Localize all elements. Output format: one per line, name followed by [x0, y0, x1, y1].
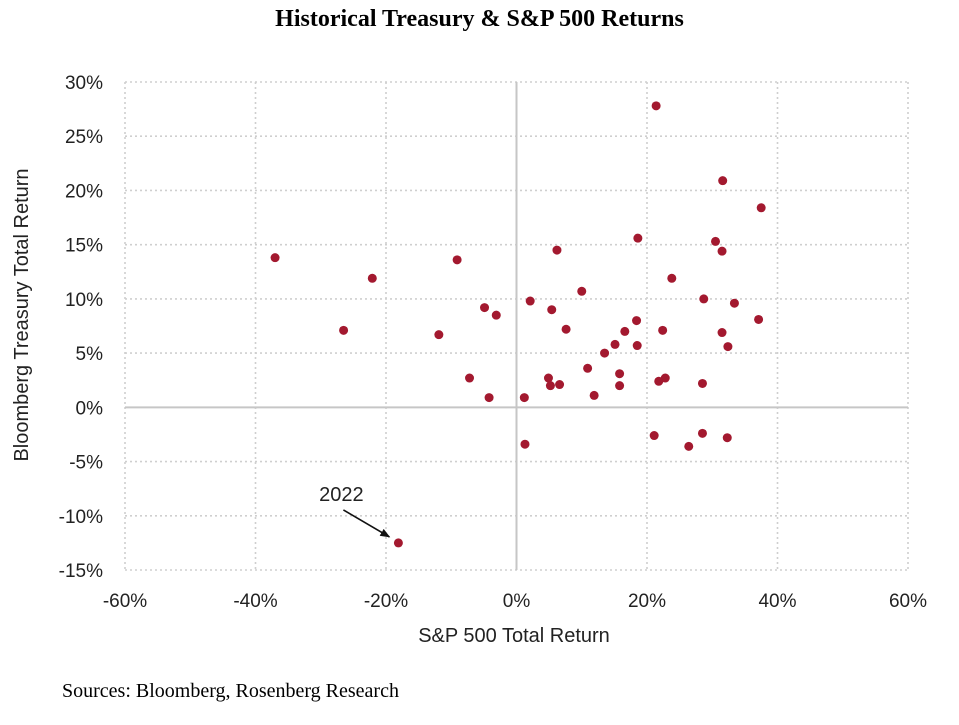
data-point [519, 393, 529, 403]
data-point [684, 441, 694, 451]
x-tick-labels: -60% -40% -20% 0% 20% 40% 60% [103, 591, 927, 612]
data-point [756, 203, 766, 213]
y-tick-label: -10% [59, 507, 103, 528]
data-point [339, 325, 349, 335]
data-points [270, 101, 766, 548]
data-point [658, 325, 668, 335]
data-point [722, 433, 732, 443]
y-tick-label: -5% [69, 453, 103, 474]
data-point [729, 298, 739, 308]
data-point [632, 341, 642, 351]
data-point [649, 431, 659, 441]
y-tick-label: 25% [65, 127, 103, 148]
data-point [632, 316, 642, 326]
data-point [620, 326, 630, 336]
data-point [615, 381, 625, 391]
y-tick-labels: -15% -10% -5% 0% 5% 10% 15% 20% 25% 30% [59, 73, 103, 582]
y-tick-label: 15% [65, 236, 103, 257]
data-point [555, 380, 565, 390]
data-point [754, 314, 764, 324]
data-point [615, 369, 625, 379]
data-point [583, 363, 593, 373]
data-point [547, 305, 557, 315]
x-tick-label: 0% [503, 591, 531, 612]
y-tick-label: 20% [65, 181, 103, 202]
axes [125, 82, 908, 570]
y-tick-label: 0% [76, 398, 104, 419]
data-point [545, 381, 555, 391]
data-point [484, 393, 494, 403]
data-point [480, 303, 490, 313]
x-tick-label: 60% [889, 591, 927, 612]
data-point [711, 236, 721, 246]
data-point [667, 273, 677, 283]
data-point [654, 376, 664, 386]
annotation-label: 2022 [319, 484, 364, 506]
y-axis-title: Bloomberg Treasury Total Return [11, 168, 33, 461]
data-point [525, 296, 535, 306]
annotation-arrow [342, 509, 391, 538]
data-point [717, 246, 727, 256]
x-tick-label: -20% [364, 591, 408, 612]
data-point [465, 373, 475, 383]
data-point [697, 428, 707, 438]
data-point [543, 373, 553, 383]
data-point [723, 342, 733, 352]
data-point [651, 101, 661, 111]
x-axis-title: S&P 500 Total Return [418, 625, 610, 647]
y-tick-label: 30% [65, 73, 103, 94]
data-point [367, 273, 377, 283]
data-point [577, 286, 587, 296]
x-tick-label: -40% [233, 591, 277, 612]
data-point [699, 294, 709, 304]
data-point [270, 253, 280, 263]
data-point [718, 176, 728, 186]
x-tick-label: 20% [628, 591, 666, 612]
data-point [452, 255, 462, 265]
data-point [697, 378, 707, 388]
data-point [633, 233, 643, 243]
data-point [610, 339, 620, 349]
data-point [491, 310, 501, 320]
data-point [561, 324, 571, 334]
data-point [393, 538, 403, 548]
data-point [552, 245, 562, 255]
data-point [600, 348, 610, 358]
annotations: 2022 [319, 484, 391, 538]
x-tick-label: 40% [758, 591, 796, 612]
data-point [434, 330, 444, 340]
chart-source: Sources: Bloomberg, Rosenberg Research [62, 680, 399, 702]
data-point [589, 390, 599, 400]
data-point [520, 439, 530, 449]
data-point [717, 328, 727, 338]
x-tick-label: -60% [103, 591, 147, 612]
y-tick-label: 5% [76, 344, 104, 365]
y-tick-label: 10% [65, 290, 103, 311]
y-tick-label: -15% [59, 561, 103, 582]
chart-title: Historical Treasury & S&P 500 Returns [275, 6, 684, 32]
